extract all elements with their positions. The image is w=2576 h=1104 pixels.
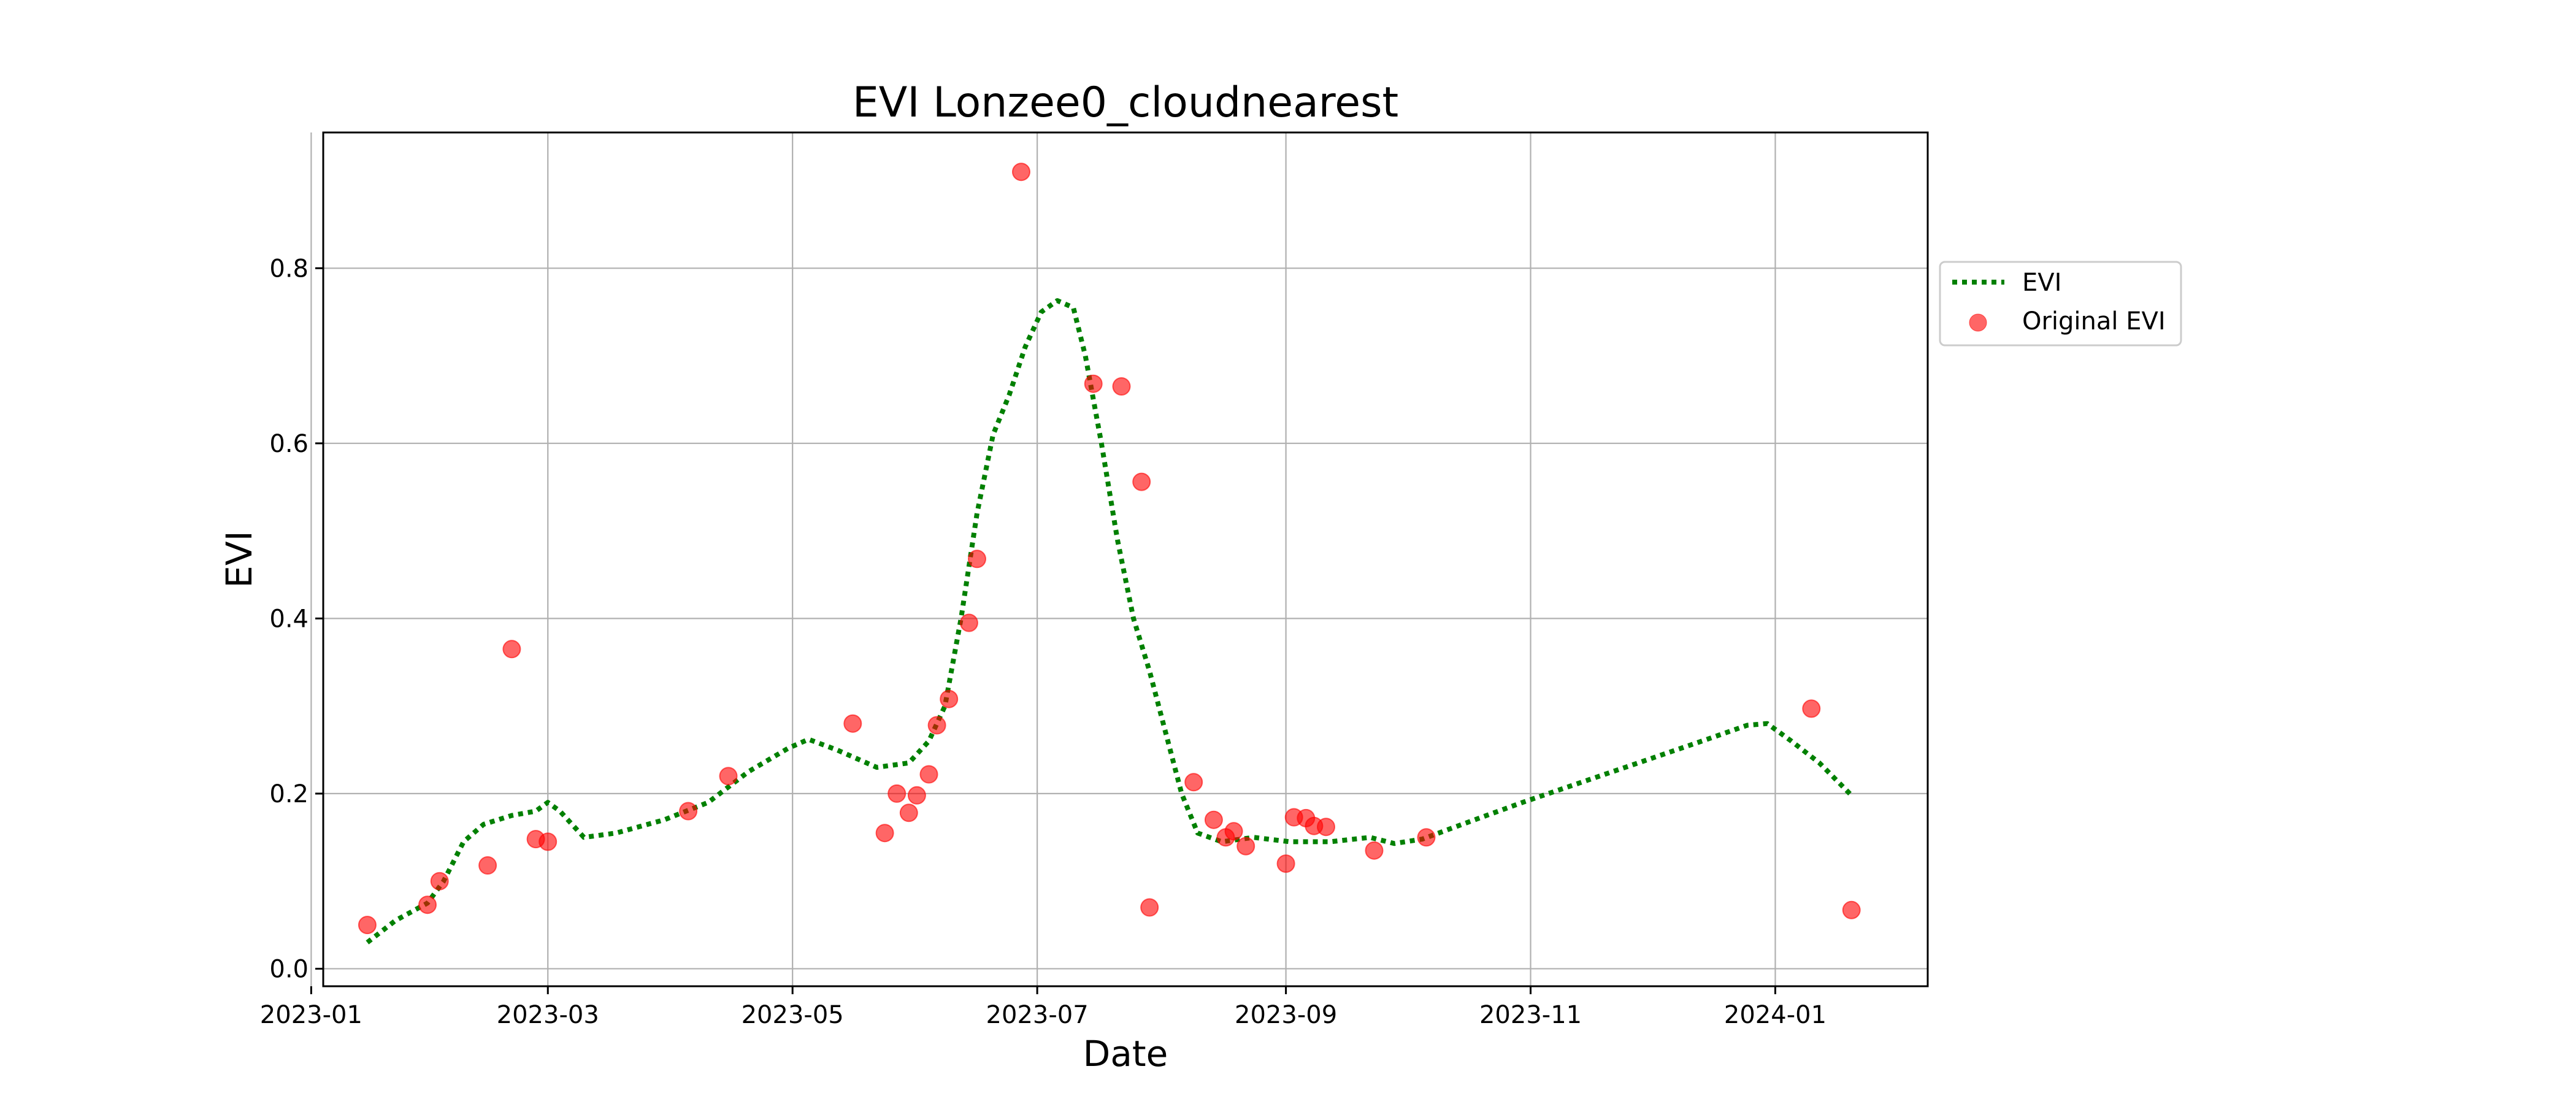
y-axis-label: EVI xyxy=(218,531,260,588)
original-evi-point xyxy=(919,765,938,784)
original-evi-point xyxy=(887,784,907,803)
x-tick-label: 2023-01 xyxy=(260,1001,362,1029)
original-evi-point xyxy=(1365,841,1384,860)
chart-title: EVI Lonzee0_cloudnearest xyxy=(853,79,1398,127)
original-evi-point xyxy=(1204,810,1223,829)
original-evi-point xyxy=(959,613,978,632)
y-tick-label: 0.4 xyxy=(269,605,309,633)
original-evi-point xyxy=(418,895,437,914)
grid xyxy=(310,132,1928,986)
original-evi-point xyxy=(1224,822,1243,841)
original-evi-point xyxy=(539,832,558,851)
plot-area xyxy=(358,163,1861,945)
original-evi-point xyxy=(1012,163,1030,182)
evi-series-line xyxy=(366,298,1853,945)
original-evi-point xyxy=(358,916,377,935)
original-evi-point xyxy=(719,767,738,786)
original-evi-point xyxy=(430,872,449,891)
legend-original-evi-marker xyxy=(1969,313,1987,332)
original-evi-point xyxy=(1417,828,1436,847)
original-evi-point xyxy=(1317,818,1335,837)
x-tick-label: 2023-05 xyxy=(742,1001,844,1029)
x-tick-label: 2023-07 xyxy=(986,1001,1089,1029)
x-tick-label: 2023-09 xyxy=(1235,1001,1337,1029)
x-axis-label: Date xyxy=(1083,1033,1168,1075)
original-evi-point xyxy=(1184,773,1203,792)
y-tick-label: 0.0 xyxy=(269,955,309,983)
original-evi-point xyxy=(968,550,986,569)
original-evi-point xyxy=(679,802,698,821)
original-evi-point xyxy=(899,803,918,822)
original-evi-point xyxy=(502,640,521,659)
original-evi-point xyxy=(1084,374,1103,393)
legend-evi-label: EVI xyxy=(2022,269,2061,297)
y-tick-label: 0.6 xyxy=(269,430,309,458)
x-tick-label: 2023-03 xyxy=(497,1001,599,1029)
x-tick-label: 2024-01 xyxy=(1724,1001,1827,1029)
original-evi-point xyxy=(1276,854,1295,873)
original-evi-point xyxy=(927,716,946,735)
original-evi-point xyxy=(843,714,862,733)
original-evi-point xyxy=(875,824,894,843)
original-evi-point xyxy=(1236,837,1255,856)
original-evi-point xyxy=(940,689,959,708)
x-tick-label: 2023-11 xyxy=(1479,1001,1582,1029)
y-tick-label: 0.8 xyxy=(269,255,309,283)
original-evi-point xyxy=(1802,699,1821,718)
legend-frame xyxy=(1939,261,2182,347)
y-tick-label: 0.2 xyxy=(269,780,309,808)
original-evi-point xyxy=(1112,377,1131,396)
original-evi-point xyxy=(478,856,497,875)
original-evi-point xyxy=(907,786,926,805)
legend-original-evi-label: Original EVI xyxy=(2022,307,2166,335)
original-evi-point xyxy=(1140,898,1159,917)
original-evi-point xyxy=(1842,900,1861,919)
original-evi-point xyxy=(1132,472,1151,491)
axis-ticks: 2023-01 2023-03 2023-05 2023-07 2023-09 2023-… xyxy=(260,255,1827,1029)
plot-frame xyxy=(322,131,1929,987)
legend: EVI Original EVI xyxy=(1939,261,2182,347)
